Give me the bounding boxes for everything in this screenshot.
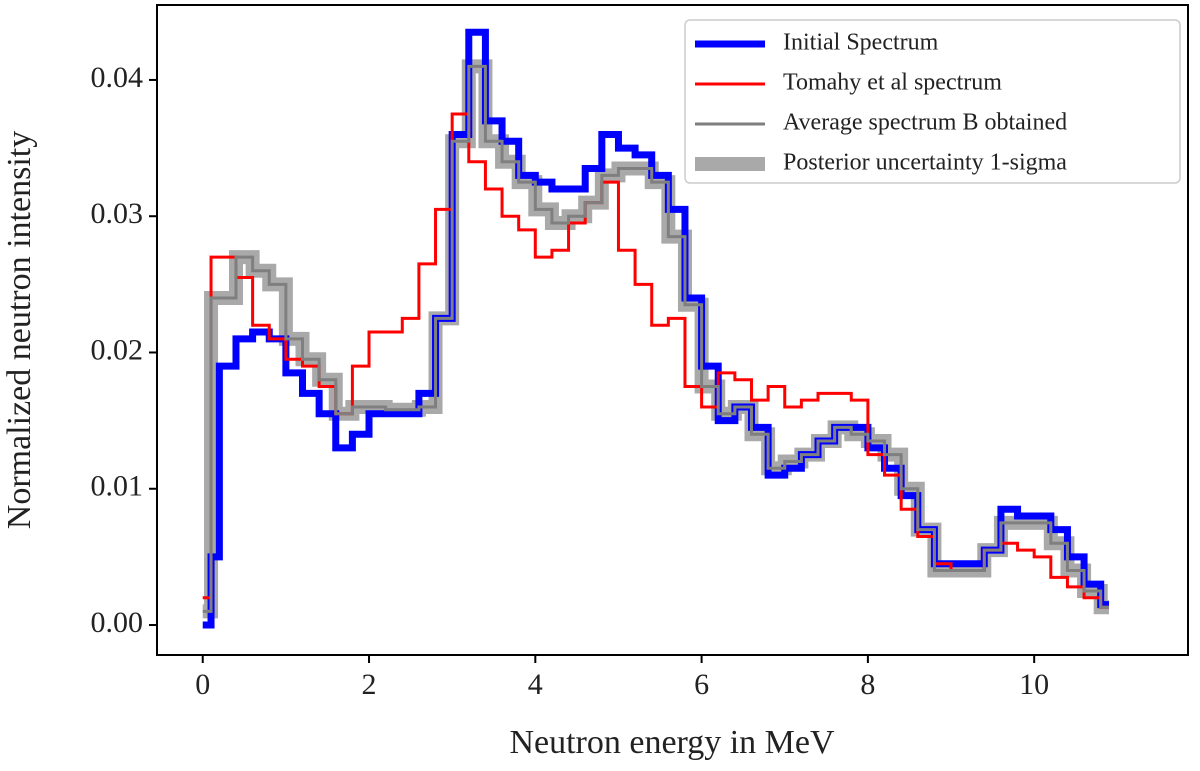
y-tick-label: 0.03 [91, 197, 144, 230]
x-axis-label: Neutron energy in MeV [509, 724, 835, 761]
x-tick-label: 4 [528, 668, 543, 701]
plot-frame [156, 4, 1189, 656]
x-tick-label: 6 [694, 668, 709, 701]
legend-label: Posterior uncertainty 1-sigma [783, 150, 1067, 176]
x-tick-label: 0 [195, 668, 210, 701]
y-tick-label: 0.00 [91, 606, 144, 639]
x-tick-label: 10 [1019, 668, 1049, 701]
legend-label: Average spectrum B obtained [783, 110, 1067, 136]
x-tick-label: 2 [362, 668, 377, 701]
step-line [202, 64, 1110, 613]
y-tick-label: 0.01 [91, 470, 144, 503]
y-tick-label: 0.04 [91, 61, 144, 94]
legend-box [684, 19, 1181, 184]
y-axis-label: Normalized neutron intensity [1, 131, 38, 529]
legend-label: Initial Spectrum [783, 30, 939, 56]
y-tick-label: 0.02 [91, 333, 144, 366]
legend-label: Tomahy et al spectrum [783, 70, 1002, 96]
x-tick-label: 8 [860, 668, 875, 701]
